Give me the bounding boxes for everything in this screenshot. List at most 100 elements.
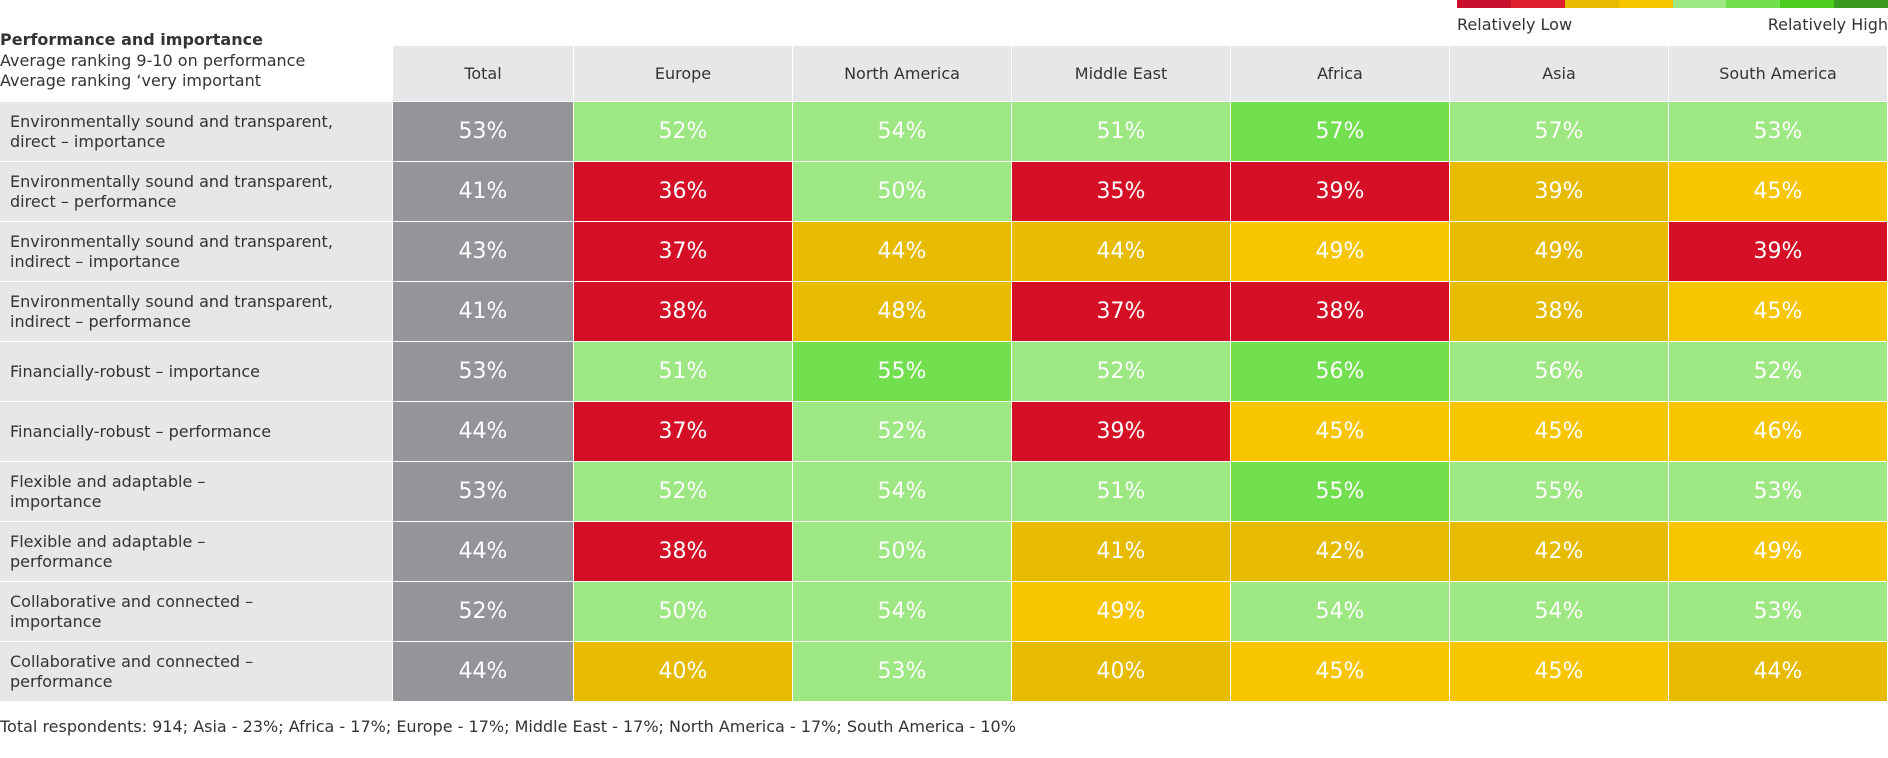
- row-label-line: Environmentally sound and transparent,: [10, 111, 333, 131]
- cell: 54%: [792, 581, 1011, 641]
- cell: 53%: [792, 641, 1011, 701]
- cell: 39%: [1668, 221, 1887, 281]
- cell: 44%: [392, 641, 573, 701]
- cell: 53%: [1668, 461, 1887, 521]
- legend-high: Relatively High: [1767, 15, 1888, 34]
- row-label-line: performance: [10, 671, 113, 691]
- row-label: Environmentally sound and transparent, in…: [0, 221, 392, 281]
- cell: 56%: [1449, 341, 1668, 401]
- footer: Total respondents: 914; Asia - 23%; Afri…: [0, 717, 1016, 736]
- cell: 42%: [1230, 521, 1449, 581]
- row-label-line: Collaborative and connected –: [10, 591, 254, 611]
- cell: 39%: [1011, 401, 1230, 461]
- cell: 37%: [1011, 281, 1230, 341]
- row-label: Flexible and adaptable – performance: [0, 521, 392, 581]
- row-label: Financially-robust – importance: [0, 341, 392, 401]
- cell: 43%: [392, 221, 573, 281]
- cell: 52%: [1668, 341, 1887, 401]
- cell: 44%: [1668, 641, 1887, 701]
- legend-swatch: [1726, 0, 1781, 8]
- row-label: Environmentally sound and transparent, di…: [0, 101, 392, 161]
- cell: 49%: [1449, 221, 1668, 281]
- row-label-line: importance: [10, 491, 102, 511]
- cell: 49%: [1668, 521, 1887, 581]
- row-label-line: Environmentally sound and transparent,: [10, 231, 333, 251]
- cell: 49%: [1011, 581, 1230, 641]
- column-header: Middle East: [1011, 46, 1230, 101]
- cell: 45%: [1449, 641, 1668, 701]
- row-label-line: Flexible and adaptable –: [10, 471, 206, 491]
- cell: 37%: [573, 221, 792, 281]
- row-label: Collaborative and connected – importance: [0, 581, 392, 641]
- column-header: Total: [392, 46, 573, 101]
- subtitle: Average ranking ‘very important: [0, 71, 261, 90]
- cell: 41%: [392, 281, 573, 341]
- cell: 45%: [1230, 641, 1449, 701]
- legend-swatch: [1510, 0, 1565, 8]
- cell: 55%: [1230, 461, 1449, 521]
- cell: 50%: [792, 521, 1011, 581]
- cell: 38%: [1449, 281, 1668, 341]
- row-label-line: Financially-robust – importance: [10, 361, 260, 381]
- legend-swatch: [1564, 0, 1619, 8]
- row-label-line: importance: [10, 611, 102, 631]
- cell: 56%: [1230, 341, 1449, 401]
- cell: 50%: [573, 581, 792, 641]
- cell: 57%: [1449, 101, 1668, 161]
- cell: 51%: [573, 341, 792, 401]
- cell: 38%: [573, 521, 792, 581]
- cell: 55%: [792, 341, 1011, 401]
- legend-swatch: [1618, 0, 1673, 8]
- cell: 49%: [1230, 221, 1449, 281]
- cell: 40%: [573, 641, 792, 701]
- row-label-line: direct – performance: [10, 191, 177, 211]
- subtitle: Average ranking 9-10 on performance: [0, 51, 306, 70]
- row-label-line: indirect – importance: [10, 251, 180, 271]
- row-label: Flexible and adaptable – importance: [0, 461, 392, 521]
- cell: 44%: [392, 401, 573, 461]
- cell: 52%: [573, 461, 792, 521]
- column-header: North America: [792, 46, 1011, 101]
- row-label-line: Collaborative and connected –: [10, 651, 254, 671]
- column-header: Africa: [1230, 46, 1449, 101]
- cell: 53%: [392, 101, 573, 161]
- row-label-line: Environmentally sound and transparent,: [10, 171, 333, 191]
- row-label: Financially-robust – performance: [0, 401, 392, 461]
- cell: 50%: [792, 161, 1011, 221]
- row-label-line: direct – importance: [10, 131, 166, 151]
- cell: 44%: [1011, 221, 1230, 281]
- cell: 54%: [792, 461, 1011, 521]
- cell: 54%: [792, 101, 1011, 161]
- cell: 51%: [1011, 461, 1230, 521]
- row-label-line: performance: [10, 551, 113, 571]
- column-header: Europe: [573, 46, 792, 101]
- legend-swatch: [1780, 0, 1835, 8]
- title: Performance and importance: [0, 30, 263, 49]
- cell: 51%: [1011, 101, 1230, 161]
- cell: 52%: [1011, 341, 1230, 401]
- legend-low: Relatively Low: [1457, 15, 1573, 34]
- row-label: Collaborative and connected – performance: [0, 641, 392, 701]
- cell: 37%: [573, 401, 792, 461]
- legend-swatch: [1834, 0, 1888, 8]
- cell: 45%: [1668, 161, 1887, 221]
- row-label: Environmentally sound and transparent, in…: [0, 281, 392, 341]
- row-label-line: indirect – performance: [10, 311, 191, 331]
- cell: 46%: [1668, 401, 1887, 461]
- cell: 45%: [1449, 401, 1668, 461]
- cell: 53%: [1668, 101, 1887, 161]
- row-label-line: Financially-robust – performance: [10, 421, 272, 441]
- cell: 53%: [1668, 581, 1887, 641]
- cell: 45%: [1668, 281, 1887, 341]
- cell: 55%: [1449, 461, 1668, 521]
- cell: 48%: [792, 281, 1011, 341]
- cell: 52%: [392, 581, 573, 641]
- column-header: Asia: [1449, 46, 1668, 101]
- cell: 38%: [573, 281, 792, 341]
- cell: 35%: [1011, 161, 1230, 221]
- legend-swatch: [1457, 0, 1511, 8]
- cell: 52%: [792, 401, 1011, 461]
- cell: 38%: [1230, 281, 1449, 341]
- cell: 42%: [1449, 521, 1668, 581]
